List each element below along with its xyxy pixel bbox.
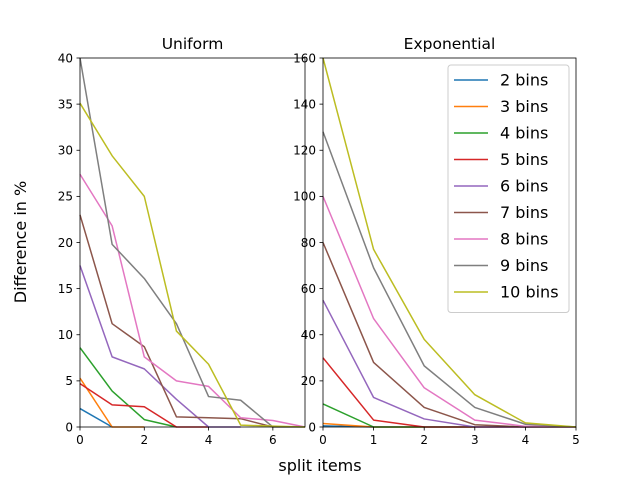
series-line-8-bins bbox=[322, 196, 577, 428]
y-tick-label: 25 bbox=[58, 190, 73, 204]
y-tick-label: 40 bbox=[58, 51, 73, 65]
figure-y-axis-label: Difference in % bbox=[11, 181, 30, 303]
legend: 2 bins 3 bins 4 bins 5 bins 6 bins 7 bins 8 bi… bbox=[447, 64, 570, 313]
x-tick-label: 0 bbox=[76, 433, 84, 447]
y-tick-label: 20 bbox=[301, 374, 316, 388]
legend-entry: 9 bins bbox=[500, 256, 548, 275]
y-tick-label: 100 bbox=[293, 190, 316, 204]
series-line-10-bins bbox=[79, 102, 306, 428]
legend-entry: 4 bins bbox=[500, 124, 548, 143]
legend-entry: 6 bins bbox=[500, 177, 548, 196]
y-tick-label: 80 bbox=[301, 236, 316, 250]
y-tick-label: 15 bbox=[58, 282, 73, 296]
legend-entry: 7 bins bbox=[500, 203, 548, 222]
y-tick-label: 60 bbox=[301, 282, 316, 296]
x-tick-label: 1 bbox=[370, 433, 378, 447]
series-line-7-bins bbox=[79, 214, 274, 428]
y-tick-label: 5 bbox=[65, 374, 73, 388]
y-tick-label: 160 bbox=[293, 51, 316, 65]
legend-entry: 8 bins bbox=[500, 230, 548, 249]
uniform-panel: Uniform 0 2 4 6 0 5 10 15 20 25 30 35 40 bbox=[58, 35, 306, 447]
series-line-9-bins bbox=[79, 57, 305, 428]
x-tick-label: 2 bbox=[420, 433, 428, 447]
series-line-2-bins bbox=[79, 407, 113, 428]
series-line-9-bins bbox=[322, 131, 577, 428]
exponential-panel: Exponential 0 1 2 3 4 5 0 20 40 60 80 100 120 140 160 2 … bbox=[293, 35, 580, 447]
y-tick-label: 35 bbox=[58, 97, 73, 111]
series-line-10-bins bbox=[322, 57, 577, 428]
legend-entry: 3 bins bbox=[500, 97, 548, 116]
legend-entry: 5 bins bbox=[500, 150, 548, 169]
chart-title: Uniform bbox=[162, 35, 224, 53]
y-tick-label: 10 bbox=[58, 328, 73, 342]
y-tick-label: 40 bbox=[301, 328, 316, 342]
y-tick-label: 120 bbox=[293, 144, 316, 158]
y-tick-label: 0 bbox=[308, 420, 316, 434]
chart-title: Exponential bbox=[404, 35, 496, 53]
x-tick-label: 6 bbox=[269, 433, 277, 447]
legend-box bbox=[447, 64, 570, 313]
x-tick-label: 5 bbox=[572, 433, 580, 447]
x-tick-label: 4 bbox=[522, 433, 530, 447]
figure-x-axis-label: split items bbox=[278, 456, 361, 475]
x-tick-label: 2 bbox=[140, 433, 148, 447]
y-tick-label: 0 bbox=[65, 420, 73, 434]
y-tick-label: 20 bbox=[58, 236, 73, 250]
x-tick-label: 4 bbox=[205, 433, 213, 447]
y-tick-label: 30 bbox=[58, 144, 73, 158]
legend-entry: 10 bins bbox=[500, 283, 559, 302]
y-tick-label: 140 bbox=[293, 97, 316, 111]
x-tick-label: 0 bbox=[319, 433, 327, 447]
series-line-8-bins bbox=[79, 173, 306, 428]
legend-entry: 2 bins bbox=[500, 71, 548, 90]
x-tick-label: 3 bbox=[471, 433, 479, 447]
